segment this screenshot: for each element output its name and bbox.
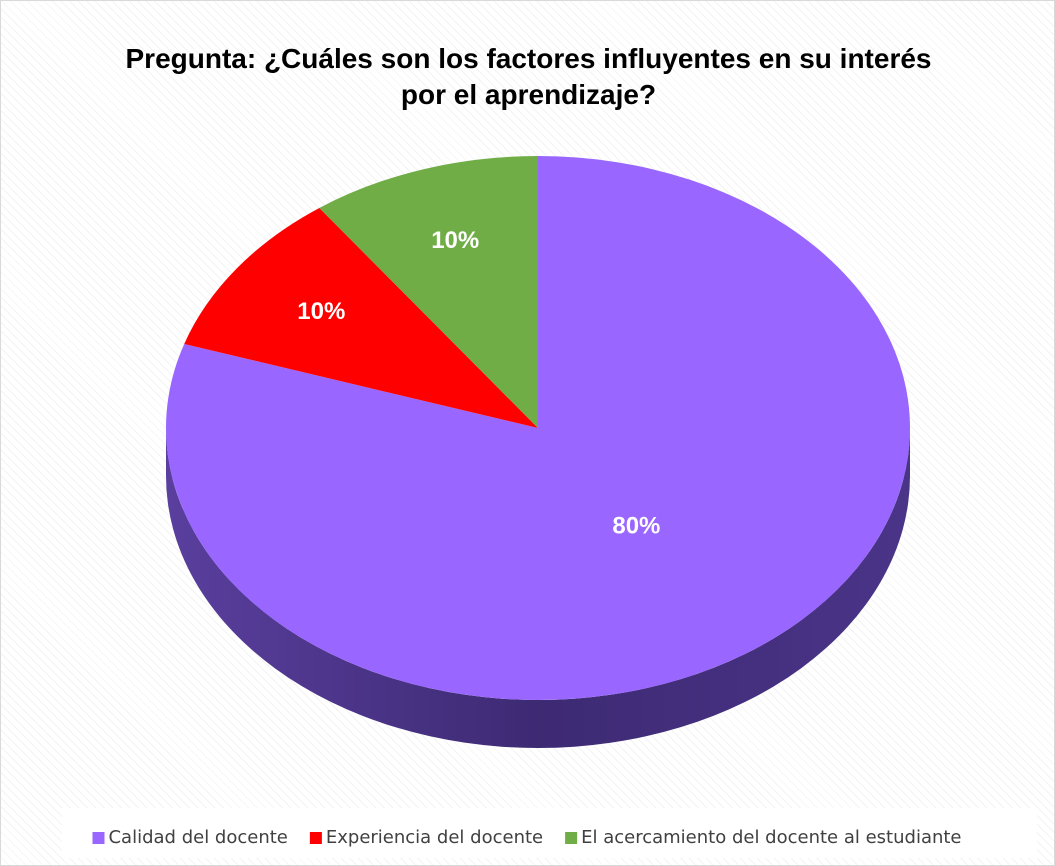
legend-label: Calidad del docente xyxy=(108,827,287,848)
legend-box xyxy=(62,808,1037,858)
legend-label: Experiencia del docente xyxy=(326,827,543,848)
slice-side xyxy=(166,428,910,748)
legend-label: El acercamiento del docente al estudiant… xyxy=(581,827,961,848)
slice xyxy=(184,207,538,428)
chart-title: Pregunta: ¿Cuáles son los factores influ… xyxy=(125,43,932,110)
legend-swatch xyxy=(565,832,578,844)
data-label: 10% xyxy=(297,298,345,325)
data-label: 80% xyxy=(612,512,660,539)
legend-swatch xyxy=(92,832,105,844)
data-label: 10% xyxy=(431,227,479,254)
slice xyxy=(319,156,538,428)
legend-swatch xyxy=(309,832,322,844)
